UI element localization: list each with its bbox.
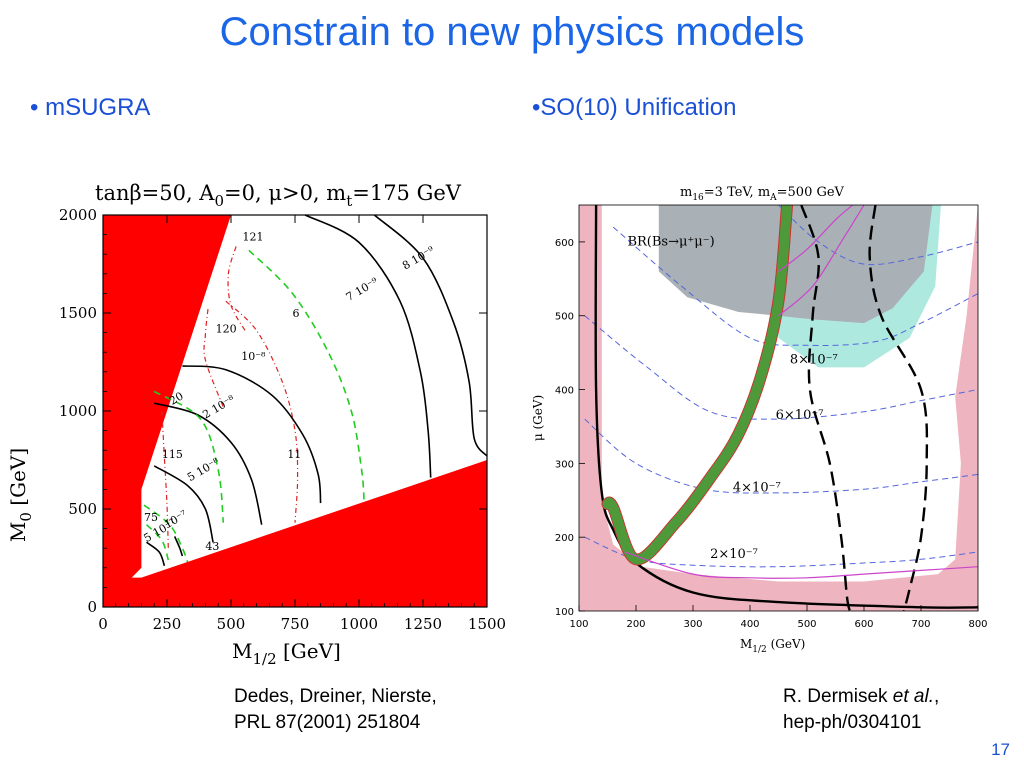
- right-curve-curve-7: [868, 205, 929, 611]
- left-excluded-regions: [103, 215, 487, 607]
- left-curve-120: [203, 309, 224, 408]
- right-ytick-label: 200: [555, 533, 574, 544]
- right-curve-curve-11: [778, 205, 865, 317]
- right-xlabel: M1/2 (GeV): [740, 637, 805, 655]
- left-plot-title: tanβ=50, A0=0, μ>0, mt=175 GeV: [95, 181, 462, 210]
- left-annotation: 11: [287, 448, 301, 461]
- left-annotation: 5 10⁻⁸: [185, 455, 222, 484]
- right-xtick-label: 700: [911, 619, 930, 630]
- citation-left-line2: PRL 87(2001) 251804: [234, 712, 421, 733]
- right-xtick-label: 100: [569, 619, 588, 630]
- right-ytick-label: 100: [555, 607, 574, 618]
- right-annotation: 4×10⁻⁷: [733, 480, 781, 495]
- right-xtick-label: 200: [626, 619, 645, 630]
- right-curve-4-10-7: [584, 418, 978, 494]
- right-xtick-label: 300: [683, 619, 702, 630]
- right-curve-8-10-7: [612, 226, 978, 347]
- right-annotation: 6×10⁻⁷: [776, 408, 824, 423]
- region-gray: [658, 205, 933, 324]
- left-curve-2-10-8: [153, 402, 263, 525]
- left-curve-75: [145, 524, 170, 561]
- right-ylabel: μ (GeV): [531, 395, 545, 441]
- left-curve-10-8: [182, 365, 322, 504]
- right-curve-br-bs: [778, 205, 978, 266]
- left-annotation: 6: [292, 307, 299, 320]
- so10-plot: m16=3 TeV, mA=500 GeV 100 200 300 400 500 600…: [531, 185, 988, 655]
- left-curve-7-10-9: [304, 214, 432, 478]
- left-xtick-label: 250: [153, 615, 182, 633]
- left-curve-115: [161, 410, 169, 549]
- left-curve-10-7: [143, 504, 189, 563]
- left-curve-43: [173, 536, 184, 557]
- right-curve-curve-8: [602, 205, 793, 565]
- left-ytick-label: 1500: [59, 304, 97, 322]
- right-xtick-label: 800: [968, 619, 987, 630]
- right-annotation: 2×10⁻⁷: [710, 547, 758, 562]
- right-xtick-label: 500: [797, 619, 816, 630]
- left-annotation: 115: [162, 448, 183, 461]
- region-excluded-upper-left: [103, 215, 231, 607]
- bullet-msugra: • mSUGRA: [30, 94, 151, 121]
- left-annotation: 75: [144, 511, 158, 524]
- right-ytick-label: 400: [555, 386, 574, 397]
- left-series-group: [143, 214, 488, 567]
- left-ytick-label: 0: [87, 598, 97, 616]
- citation-right: R. Dermisek et al., hep-ph/0304101: [783, 684, 939, 736]
- left-curve-5-10-7: [146, 541, 166, 567]
- left-annotation: 43: [205, 540, 219, 553]
- page-number: 17: [991, 740, 1010, 759]
- left-axis-ticks: 0 250 500 750 1000 1250 1500 0 500 1000 1500 2000: [59, 206, 506, 633]
- left-annotation: 120: [216, 323, 237, 336]
- left-annotation: 10⁻⁸: [241, 350, 266, 363]
- citation-left-line1: Dedes, Dreiner, Nierste,: [234, 686, 437, 707]
- bullet-so10: •SO(10) Unification: [532, 94, 737, 121]
- right-annotations: BR(Bs→μ⁺μ⁻) 8×10⁻⁷ 6×10⁻⁷ 4×10⁻⁷ 2×10⁻⁷: [627, 235, 837, 562]
- right-curve-6-10-7: [584, 315, 978, 420]
- citation-right-line1: R. Dermisek et al.,: [783, 686, 940, 707]
- left-xtick-label: 750: [281, 615, 310, 633]
- right-series-group: [584, 205, 978, 611]
- right-xtick-label: 600: [854, 619, 873, 630]
- right-annotation: BR(Bs→μ⁺μ⁻): [627, 235, 714, 250]
- left-ytick-label: 500: [68, 500, 97, 518]
- left-ylabel: M0 [GeV]: [6, 448, 35, 542]
- right-plot-frame: [578, 204, 979, 612]
- left-xtick-label: 1500: [468, 615, 506, 633]
- right-annotation: 8×10⁻⁷: [790, 353, 838, 368]
- left-annotation: 20: [167, 389, 186, 407]
- left-xtick-label: 1000: [340, 615, 378, 633]
- left-xlabel: M1/2 [GeV]: [232, 639, 341, 668]
- right-xtick-label: 400: [740, 619, 759, 630]
- right-curve-curve-10: [778, 205, 853, 272]
- left-xtick-label: 1250: [404, 615, 442, 633]
- left-annotation: 7 10⁻⁹: [344, 275, 381, 304]
- right-axis-ticks: 100 200 300 400 500 600 700 800 100 200 300 400 500 6…: [555, 238, 988, 630]
- right-ytick-label: 500: [555, 312, 574, 323]
- right-ytick-label: 600: [555, 238, 574, 249]
- left-annotation: 8 10⁻⁹: [400, 244, 437, 273]
- left-annotation: 121: [243, 230, 264, 243]
- left-curve-11: [225, 300, 299, 523]
- left-curve-8-10-9: [373, 214, 488, 457]
- left-curve-5-10-8: [153, 465, 214, 543]
- left-ytick-label: 1000: [59, 402, 97, 420]
- left-curve-20: [153, 390, 225, 523]
- left-xtick-label: 0: [98, 615, 108, 633]
- slide-title: Constrain to new physics models: [219, 10, 805, 54]
- left-xtick-label: 500: [217, 615, 246, 633]
- left-curve-6: [248, 249, 365, 502]
- left-curve-121: [227, 246, 247, 333]
- left-annotation: 2 10⁻⁸: [200, 393, 237, 422]
- region-excluded-lower-right: [103, 460, 487, 607]
- citation-left: Dedes, Dreiner, Nierste, PRL 87(2001) 25…: [234, 684, 437, 736]
- right-curve-curve-9: [624, 551, 978, 579]
- right-plot-title: m16=3 TeV, mA=500 GeV: [680, 185, 845, 203]
- left-ytick-label: 2000: [59, 206, 97, 224]
- msugra-plot: tanβ=50, A0=0, μ>0, mt=175 GeV 0 250 500 75…: [6, 181, 506, 668]
- citation-right-line2: hep-ph/0304101: [783, 712, 922, 733]
- right-ytick-label: 300: [555, 459, 574, 470]
